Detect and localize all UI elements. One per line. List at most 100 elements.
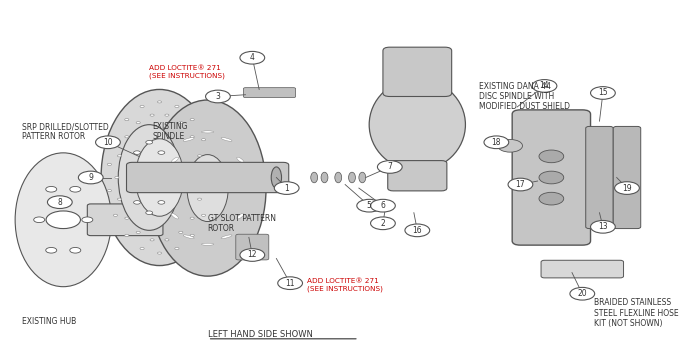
Circle shape	[48, 196, 72, 208]
Ellipse shape	[335, 172, 342, 183]
Circle shape	[46, 186, 57, 192]
Text: 1: 1	[284, 184, 289, 192]
Ellipse shape	[118, 125, 180, 230]
Circle shape	[178, 122, 183, 124]
Circle shape	[202, 214, 206, 216]
Text: 9: 9	[88, 173, 93, 182]
Ellipse shape	[168, 185, 172, 191]
FancyBboxPatch shape	[541, 260, 624, 278]
Circle shape	[125, 119, 129, 121]
FancyBboxPatch shape	[388, 160, 447, 191]
Text: 20: 20	[578, 289, 587, 298]
Text: 5: 5	[367, 201, 372, 210]
Circle shape	[175, 105, 179, 108]
Text: ADD LOCTITE® 271
(SEE INSTRUCTIONS): ADD LOCTITE® 271 (SEE INSTRUCTIONS)	[149, 65, 225, 78]
Circle shape	[140, 247, 144, 250]
Circle shape	[202, 139, 206, 141]
Ellipse shape	[183, 235, 194, 239]
Ellipse shape	[311, 172, 318, 183]
Circle shape	[82, 217, 93, 223]
Circle shape	[207, 190, 211, 192]
FancyBboxPatch shape	[127, 162, 288, 193]
Text: EXISTING DANA 44
DISC SPINDLE WITH
MODIFIED DUST SHIELD: EXISTING DANA 44 DISC SPINDLE WITH MODIF…	[480, 82, 570, 111]
Circle shape	[146, 211, 153, 214]
Text: 14: 14	[540, 81, 550, 91]
Circle shape	[508, 178, 533, 191]
Circle shape	[532, 80, 557, 92]
Circle shape	[129, 176, 135, 179]
Circle shape	[539, 192, 564, 205]
Circle shape	[370, 200, 395, 212]
Circle shape	[34, 217, 45, 223]
Circle shape	[150, 114, 154, 116]
Ellipse shape	[149, 100, 266, 276]
Circle shape	[125, 136, 129, 138]
Circle shape	[539, 150, 564, 163]
Circle shape	[178, 231, 183, 233]
Circle shape	[136, 122, 140, 124]
Circle shape	[498, 140, 522, 152]
Ellipse shape	[221, 138, 232, 141]
Circle shape	[197, 198, 202, 200]
FancyBboxPatch shape	[613, 126, 641, 229]
Circle shape	[591, 220, 615, 233]
Circle shape	[78, 171, 103, 184]
Circle shape	[46, 247, 57, 253]
Text: 2: 2	[381, 219, 385, 228]
Text: SRP DRILLED/SLOTTED
PATTERN ROTOR: SRP DRILLED/SLOTTED PATTERN ROTOR	[22, 122, 108, 141]
Circle shape	[158, 101, 162, 103]
Circle shape	[207, 163, 211, 165]
Circle shape	[158, 151, 164, 154]
FancyBboxPatch shape	[383, 47, 452, 97]
Circle shape	[107, 163, 111, 165]
Circle shape	[158, 252, 162, 254]
Ellipse shape	[369, 79, 466, 170]
Circle shape	[484, 136, 509, 149]
Ellipse shape	[202, 243, 214, 245]
Text: 15: 15	[598, 88, 608, 98]
FancyBboxPatch shape	[88, 204, 163, 236]
FancyBboxPatch shape	[236, 234, 269, 260]
Circle shape	[150, 239, 154, 241]
Ellipse shape	[321, 172, 328, 183]
FancyBboxPatch shape	[586, 126, 613, 229]
Ellipse shape	[237, 157, 244, 163]
Circle shape	[146, 141, 153, 144]
Circle shape	[570, 288, 595, 300]
Text: 6: 6	[381, 201, 386, 210]
Circle shape	[200, 176, 204, 179]
Text: BRAIDED STAINLESS
STEEL FLEXLINE HOSE
KIT (NOT SHOWN): BRAIDED STAINLESS STEEL FLEXLINE HOSE KI…	[594, 298, 678, 328]
Ellipse shape	[244, 185, 248, 191]
Circle shape	[206, 90, 230, 103]
Text: LEFT HAND SIDE SHOWN: LEFT HAND SIDE SHOWN	[208, 330, 312, 339]
Circle shape	[274, 182, 299, 195]
Text: EXISTING HUB: EXISTING HUB	[22, 317, 76, 326]
Ellipse shape	[271, 167, 281, 188]
Text: 18: 18	[491, 138, 501, 147]
Ellipse shape	[101, 89, 218, 266]
Text: 16: 16	[412, 226, 422, 235]
Circle shape	[278, 277, 302, 290]
FancyBboxPatch shape	[244, 88, 295, 98]
Text: ADD LOCTITE® 271
(SEE INSTRUCTIONS): ADD LOCTITE® 271 (SEE INSTRUCTIONS)	[307, 278, 383, 292]
Ellipse shape	[202, 131, 214, 133]
Circle shape	[163, 176, 170, 179]
Ellipse shape	[359, 172, 365, 183]
Circle shape	[113, 214, 118, 216]
Text: EXISTING
SPINDLE: EXISTING SPINDLE	[153, 122, 188, 141]
Circle shape	[70, 186, 80, 192]
Circle shape	[158, 201, 164, 204]
Circle shape	[357, 200, 382, 212]
Text: 11: 11	[286, 279, 295, 288]
Circle shape	[591, 87, 615, 99]
Circle shape	[164, 239, 169, 241]
Text: 7: 7	[387, 163, 392, 171]
Circle shape	[125, 234, 129, 236]
Ellipse shape	[237, 213, 244, 219]
Ellipse shape	[183, 138, 194, 141]
Text: 3: 3	[216, 92, 220, 101]
Circle shape	[134, 201, 141, 204]
Text: 19: 19	[622, 184, 632, 192]
Circle shape	[113, 139, 118, 141]
Circle shape	[240, 51, 265, 64]
